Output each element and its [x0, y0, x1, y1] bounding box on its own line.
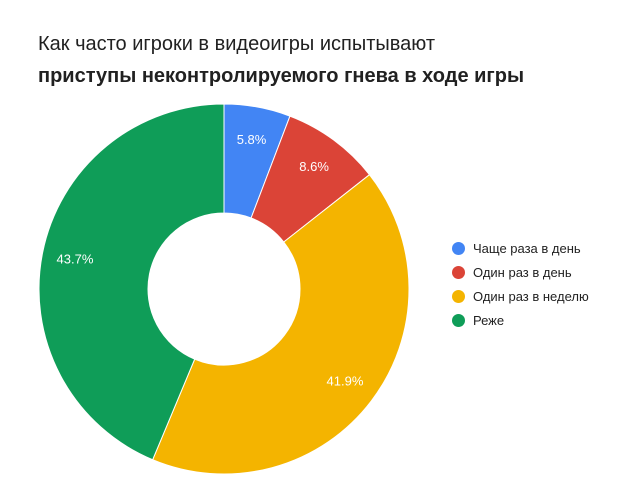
chart-title-line-2: приступы неконтролируемого гнева в ходе … — [38, 65, 525, 87]
chart-legend: Чаще раза в день Один раз в день Один ра… — [452, 236, 589, 332]
legend-label: Реже — [473, 312, 505, 328]
legend-item[interactable]: Один раз в неделю — [452, 284, 589, 308]
slice-data-label: 41.9% — [327, 374, 364, 389]
slice-data-label: 5.8% — [237, 132, 267, 147]
donut-slice[interactable] — [152, 173, 410, 475]
legend-label: Один раз в день — [473, 264, 572, 280]
legend-item[interactable]: Один раз в день — [452, 260, 589, 284]
legend-swatch — [452, 241, 465, 255]
slice-data-label: 8.6% — [299, 159, 329, 174]
legend-label: Чаще раза в день — [473, 240, 581, 256]
chart-title: Как часто игроки в видеоигры испытывают … — [38, 30, 524, 90]
donut-slice[interactable] — [38, 103, 225, 461]
legend-swatch — [452, 289, 465, 303]
legend-item[interactable]: Чаще раза в день — [452, 236, 589, 260]
legend-item[interactable]: Реже — [452, 308, 589, 332]
legend-swatch — [452, 265, 465, 279]
legend-label: Один раз в неделю — [473, 288, 589, 304]
slice-data-label: 43.7% — [57, 252, 94, 267]
chart-title-line-1: Как часто игроки в видеоигры испытывают — [38, 33, 436, 55]
legend-swatch — [452, 313, 465, 327]
